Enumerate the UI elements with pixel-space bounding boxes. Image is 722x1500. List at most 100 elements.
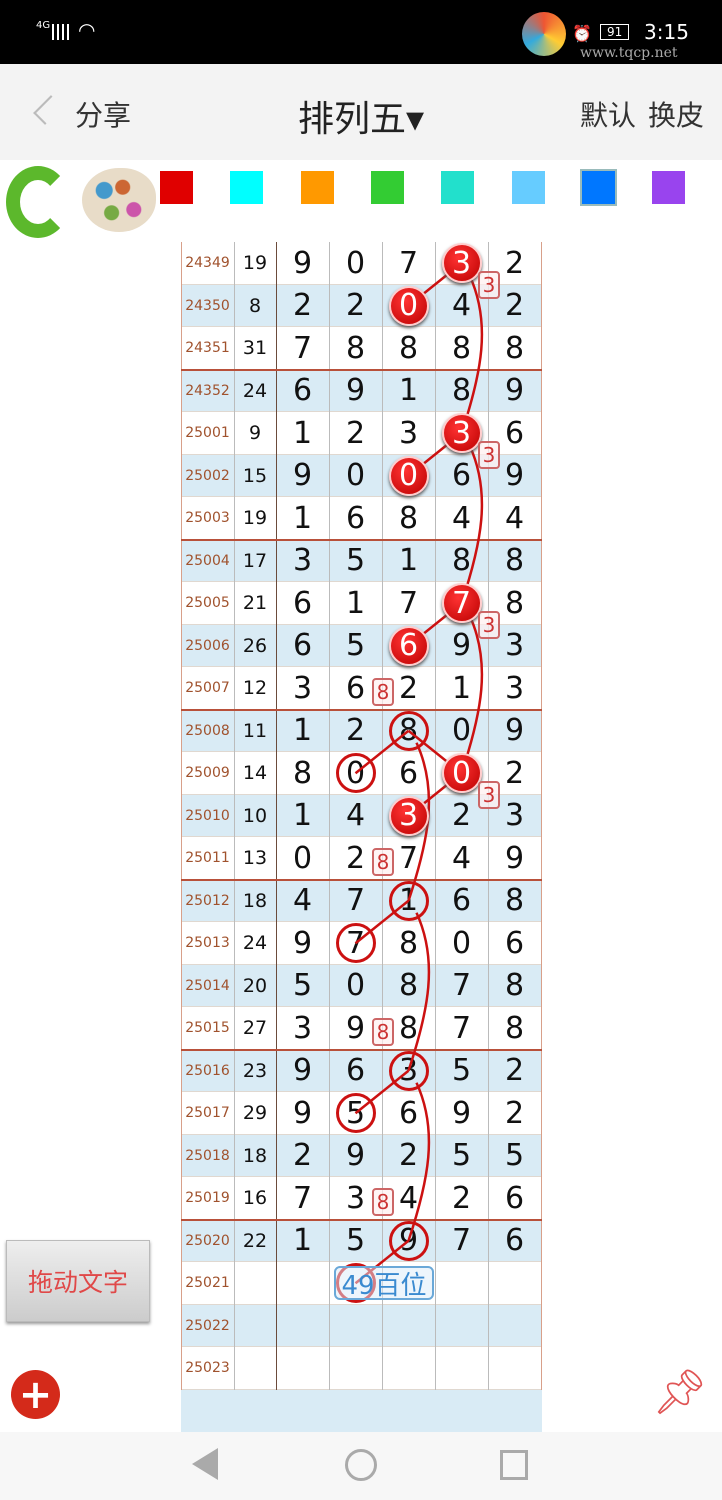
digit-cell[interactable]: 5 <box>451 1053 472 1089</box>
digit-cell[interactable]: 6 <box>345 670 366 706</box>
digit-cell[interactable]: 4 <box>345 798 366 834</box>
digit-cell[interactable]: 6 <box>292 628 313 664</box>
color-swatch[interactable] <box>441 171 475 204</box>
digit-cell[interactable]: 0 <box>345 968 366 1004</box>
digit-cell[interactable]: 7 <box>292 1180 313 1216</box>
digit-cell[interactable]: 3 <box>345 1180 366 1216</box>
digit-cell[interactable]: 9 <box>451 1095 472 1131</box>
digit-cell[interactable]: 8 <box>451 543 472 579</box>
digit-cell[interactable]: 2 <box>398 1138 419 1174</box>
digit-cell[interactable]: 9 <box>345 373 366 409</box>
digit-cell[interactable]: 8 <box>398 1010 419 1046</box>
digit-cell[interactable]: 6 <box>451 883 472 919</box>
digit-cell[interactable]: 4 <box>292 883 313 919</box>
digit-cell[interactable]: 0 <box>451 925 472 961</box>
digit-cell[interactable]: 2 <box>504 1095 525 1131</box>
digit-cell[interactable]: 1 <box>451 670 472 706</box>
digit-cell[interactable]: 7 <box>345 883 366 919</box>
digit-cell[interactable]: 0 <box>345 458 366 494</box>
palette-icon[interactable] <box>82 168 156 232</box>
digit-cell[interactable]: 4 <box>504 500 525 536</box>
digit-cell[interactable]: 6 <box>504 925 525 961</box>
digit-cell[interactable]: 8 <box>504 585 525 621</box>
digit-cell[interactable]: 9 <box>504 713 525 749</box>
digit-cell[interactable]: 6 <box>504 1223 525 1259</box>
digit-cell[interactable]: 1 <box>398 373 419 409</box>
digit-cell[interactable]: 9 <box>292 1095 313 1131</box>
share-button[interactable]: 分享 <box>75 99 132 132</box>
digit-cell[interactable]: 8 <box>504 968 525 1004</box>
digit-cell[interactable]: 3 <box>504 628 525 664</box>
digit-cell[interactable]: 2 <box>504 1053 525 1089</box>
digit-cell[interactable]: 9 <box>451 628 472 664</box>
digit-cell[interactable]: 8 <box>504 543 525 579</box>
digit-cell[interactable]: 2 <box>292 288 313 324</box>
color-swatch[interactable] <box>160 171 193 204</box>
digit-cell[interactable]: 9 <box>504 458 525 494</box>
default-button[interactable]: 默认 <box>580 99 637 132</box>
digit-cell[interactable]: 3 <box>292 543 313 579</box>
position-annotation[interactable]: 49百位 <box>334 1266 434 1301</box>
digit-cell[interactable]: 9 <box>345 1010 366 1046</box>
digit-cell[interactable]: 9 <box>292 925 313 961</box>
color-swatch[interactable] <box>511 171 545 204</box>
digit-cell[interactable]: 2 <box>451 798 472 834</box>
back-triangle-icon[interactable] <box>192 1448 218 1480</box>
digit-cell[interactable]: 0 <box>451 713 472 749</box>
digit-cell[interactable]: 4 <box>451 500 472 536</box>
digit-cell[interactable]: 7 <box>451 1010 472 1046</box>
digit-cell[interactable]: 2 <box>504 755 525 791</box>
digit-cell[interactable]: 7 <box>292 330 313 366</box>
color-swatch[interactable] <box>370 171 404 204</box>
digit-cell[interactable]: 5 <box>345 628 366 664</box>
digit-cell[interactable]: 2 <box>451 1180 472 1216</box>
digit-cell[interactable]: 6 <box>345 500 366 536</box>
digit-cell[interactable]: 8 <box>504 1010 525 1046</box>
digit-cell[interactable]: 8 <box>398 968 419 1004</box>
digit-cell[interactable]: 2 <box>504 245 525 281</box>
digit-cell[interactable]: 9 <box>292 458 313 494</box>
digit-cell[interactable]: 5 <box>292 968 313 1004</box>
digit-cell[interactable]: 8 <box>398 500 419 536</box>
digit-cell[interactable]: 5 <box>504 1138 525 1174</box>
digit-cell[interactable]: 0 <box>292 840 313 876</box>
digit-cell[interactable]: 9 <box>345 1138 366 1174</box>
digit-cell[interactable]: 6 <box>451 458 472 494</box>
digit-cell[interactable]: 8 <box>451 330 472 366</box>
digit-cell[interactable]: 8 <box>345 330 366 366</box>
digit-cell[interactable]: 1 <box>292 415 313 451</box>
digit-cell[interactable]: 0 <box>345 245 366 281</box>
digit-cell[interactable]: 8 <box>504 883 525 919</box>
digit-cell[interactable]: 3 <box>398 415 419 451</box>
color-swatch[interactable] <box>652 171 686 204</box>
home-circle-icon[interactable] <box>345 1449 377 1481</box>
digit-cell[interactable]: 7 <box>398 585 419 621</box>
digit-cell[interactable]: 3 <box>504 670 525 706</box>
digit-cell[interactable]: 1 <box>292 713 313 749</box>
digit-cell[interactable]: 2 <box>398 670 419 706</box>
color-swatch[interactable] <box>300 171 334 204</box>
digit-cell[interactable]: 7 <box>451 968 472 1004</box>
digit-cell[interactable]: 6 <box>504 415 525 451</box>
digit-cell[interactable]: 7 <box>398 245 419 281</box>
digit-cell[interactable]: 1 <box>292 798 313 834</box>
digit-cell[interactable]: 2 <box>345 288 366 324</box>
lottery-selector[interactable]: 排列五▾ <box>297 99 425 140</box>
digit-cell[interactable]: 9 <box>292 1053 313 1089</box>
pushpin-icon[interactable]: 📌︎ <box>652 1367 708 1418</box>
digit-cell[interactable]: 8 <box>398 925 419 961</box>
digit-cell[interactable]: 2 <box>345 415 366 451</box>
skin-button[interactable]: 换皮 <box>648 99 705 132</box>
digit-cell[interactable]: 5 <box>345 1223 366 1259</box>
digit-cell[interactable]: 4 <box>398 1180 419 1216</box>
refresh-icon[interactable] <box>6 166 70 238</box>
drag-text-button[interactable]: 拖动文字 <box>6 1240 150 1322</box>
add-icon[interactable]: + <box>11 1370 60 1419</box>
digit-cell[interactable]: 6 <box>504 1180 525 1216</box>
digit-cell[interactable]: 2 <box>345 840 366 876</box>
digit-cell[interactable]: 1 <box>292 1223 313 1259</box>
digit-cell[interactable]: 6 <box>345 1053 366 1089</box>
digit-cell[interactable]: 5 <box>451 1138 472 1174</box>
digit-cell[interactable]: 1 <box>345 585 366 621</box>
color-swatch[interactable] <box>230 171 264 204</box>
